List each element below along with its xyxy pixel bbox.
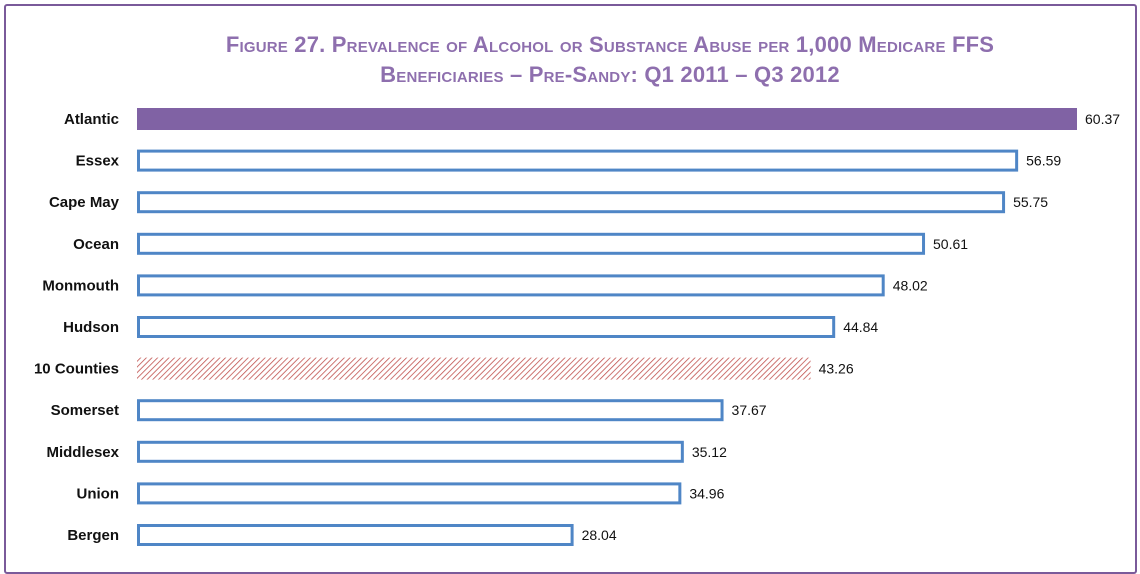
value-label-monmouth: 48.02: [893, 277, 928, 293]
category-label-cape-may: Cape May: [49, 194, 120, 211]
category-label-union: Union: [77, 485, 120, 502]
value-label-essex: 56.59: [1026, 153, 1061, 169]
chart-title-line-1: Figure 27. Prevalence of Alcohol or Subs…: [225, 32, 995, 57]
bar-bergen: [137, 524, 574, 546]
bar-ocean: [137, 232, 926, 255]
value-label-bergen: 28.04: [582, 527, 617, 543]
bar-monmouth: [137, 274, 885, 297]
bar-cape-may: [137, 191, 1006, 214]
category-label-monmouth: Monmouth: [42, 277, 119, 294]
value-label-somerset: 37.67: [732, 402, 767, 418]
bar-hudson: [137, 316, 836, 338]
category-label-essex: Essex: [76, 153, 120, 170]
bar-middlesex: [137, 440, 684, 463]
category-label-ocean: Ocean: [73, 236, 119, 253]
value-label-cape-may: 55.75: [1013, 194, 1048, 210]
value-label-middlesex: 35.12: [692, 444, 727, 460]
chart-title: Figure 27. Prevalence of Alcohol or Subs…: [140, 30, 1080, 90]
value-label-union: 34.96: [689, 485, 724, 501]
category-label-middlesex: Middlesex: [46, 444, 119, 461]
category-label-somerset: Somerset: [51, 402, 119, 419]
bar-somerset: [137, 399, 724, 422]
chart-title-line-2: Beneficiaries – Pre-Sandy: Q1 2011 – Q3 …: [380, 62, 840, 87]
bars-layer: Atlantic 60.37 Essex 56.59 Cape May 55.75 Ocea…: [34, 108, 1120, 546]
category-label-bergen: Bergen: [67, 527, 119, 544]
bar-10-counties: [137, 357, 811, 380]
bar-essex: [137, 149, 1019, 172]
category-label-atlantic: Atlantic: [64, 111, 119, 128]
value-label-hudson: 44.84: [843, 319, 878, 335]
bar-atlantic: [137, 108, 1077, 130]
category-label-10-counties: 10 Counties: [34, 361, 119, 378]
value-label-ocean: 50.61: [933, 236, 968, 252]
value-label-atlantic: 60.37: [1085, 111, 1120, 127]
category-label-hudson: Hudson: [63, 319, 119, 336]
bar-union: [137, 482, 682, 505]
value-label-10-counties: 43.26: [819, 361, 854, 377]
